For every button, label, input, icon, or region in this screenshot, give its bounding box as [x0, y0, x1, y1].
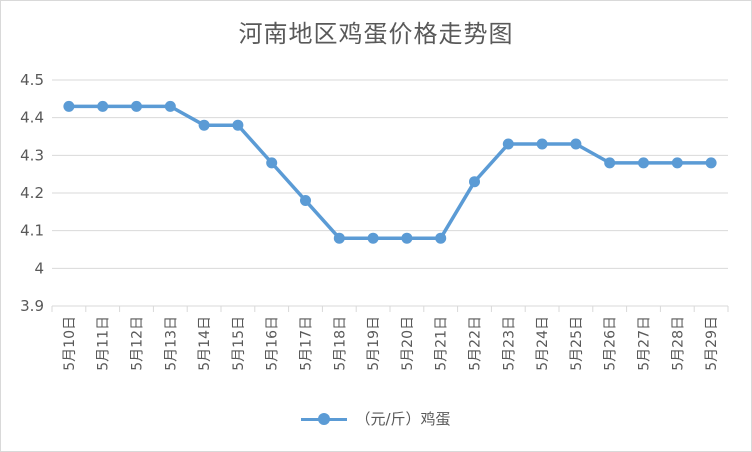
y-tick-label: 3.9	[20, 297, 44, 315]
data-point	[164, 100, 176, 112]
data-point	[604, 157, 616, 169]
data-point	[502, 138, 514, 150]
x-axis-labels: 5月10日 5月11日 5月12日 5月13日 5月14日 5月15日 5月16日 5月17日…	[62, 316, 720, 371]
x-tick-label: 5月28日	[670, 316, 686, 371]
x-tick-label: 5月19日	[366, 316, 382, 371]
data-point	[536, 138, 548, 150]
data-point	[435, 232, 447, 244]
x-tick-label: 5月27日	[637, 316, 653, 371]
x-tick-label: 5月21日	[434, 316, 450, 371]
data-point	[131, 100, 142, 112]
y-tick-label: 4.3	[20, 146, 44, 164]
x-tick-label: 5月14日	[197, 316, 213, 371]
x-tick-label: 5月11日	[96, 316, 112, 371]
x-tick-label: 5月12日	[130, 316, 146, 371]
data-point	[63, 100, 75, 112]
x-tick-label: 5月10日	[62, 316, 78, 371]
data-point	[367, 232, 379, 244]
x-tick-label: 5月22日	[468, 316, 484, 371]
legend-marker-icon	[301, 412, 348, 425]
legend: （元/斤）鸡蛋	[0, 408, 752, 429]
chart-title: 河南地区鸡蛋价格走势图	[238, 20, 514, 48]
data-point	[97, 100, 109, 112]
data-point	[638, 157, 649, 169]
x-tick-label: 5月24日	[535, 316, 551, 371]
y-tick-label: 4.2	[20, 184, 44, 202]
data-point	[469, 176, 480, 188]
y-axis-ticks: 3.9 4 4.1 4.2 4.3 4.4 4.5	[20, 71, 44, 315]
data-point	[401, 232, 413, 244]
x-tick-label: 5月29日	[704, 316, 720, 371]
data-point	[333, 232, 345, 244]
grid-lines	[52, 79, 728, 307]
series-egg-price	[63, 100, 717, 244]
y-tick-label: 4.4	[20, 109, 44, 127]
x-tick-label: 5月18日	[332, 316, 348, 371]
y-tick-label: 4.1	[20, 222, 44, 240]
x-axis	[51, 305, 729, 312]
legend-label: （元/斤）鸡蛋	[355, 410, 451, 428]
x-tick-label: 5月25日	[569, 316, 585, 371]
x-tick-label: 5月17日	[299, 316, 315, 371]
data-point	[300, 195, 311, 207]
x-tick-label: 5月20日	[400, 316, 416, 371]
y-tick-label: 4	[34, 259, 44, 277]
x-tick-label: 5月16日	[265, 316, 281, 371]
x-tick-label: 5月13日	[163, 316, 179, 371]
x-tick-label: 5月23日	[501, 316, 517, 371]
series-line	[68, 104, 712, 240]
y-tick-label: 4.5	[20, 71, 44, 89]
x-tick-label: 5月26日	[603, 316, 619, 371]
x-tick-label: 5月15日	[231, 316, 247, 371]
data-point	[671, 157, 683, 169]
data-point	[198, 119, 210, 131]
data-point	[570, 138, 582, 150]
data-point	[705, 157, 717, 169]
data-point	[266, 157, 278, 169]
data-point	[232, 119, 244, 131]
